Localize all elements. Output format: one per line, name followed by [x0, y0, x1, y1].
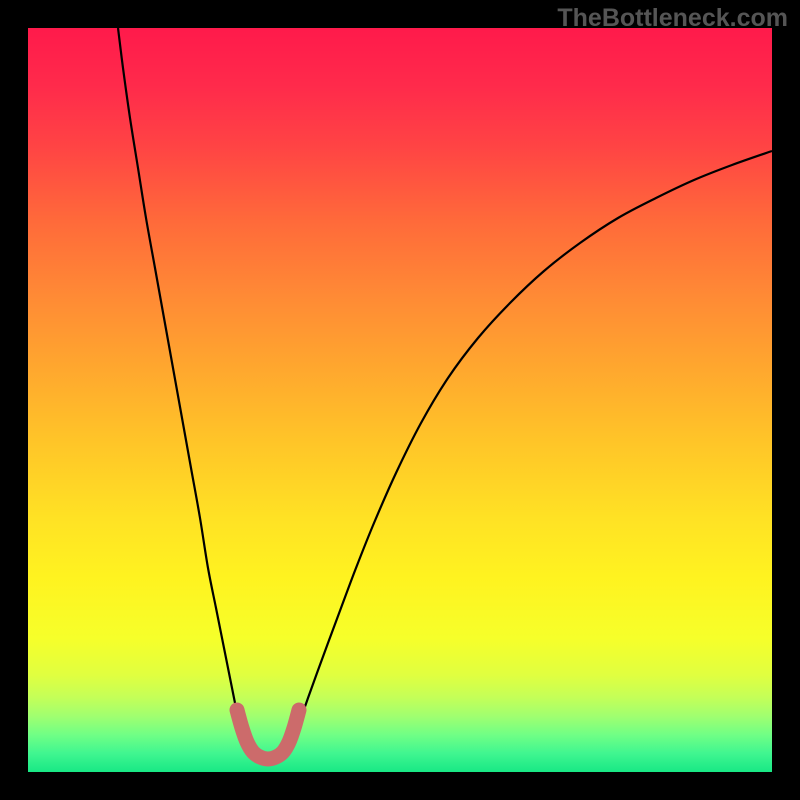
bottleneck-u-highlight [237, 710, 299, 759]
chart-container: TheBottleneck.com [0, 0, 800, 800]
plot-area [28, 28, 772, 772]
curves-svg [28, 28, 772, 772]
bottleneck-curve-left [118, 28, 244, 746]
bottleneck-curve-right [292, 151, 772, 746]
watermark-text: TheBottleneck.com [557, 4, 788, 33]
